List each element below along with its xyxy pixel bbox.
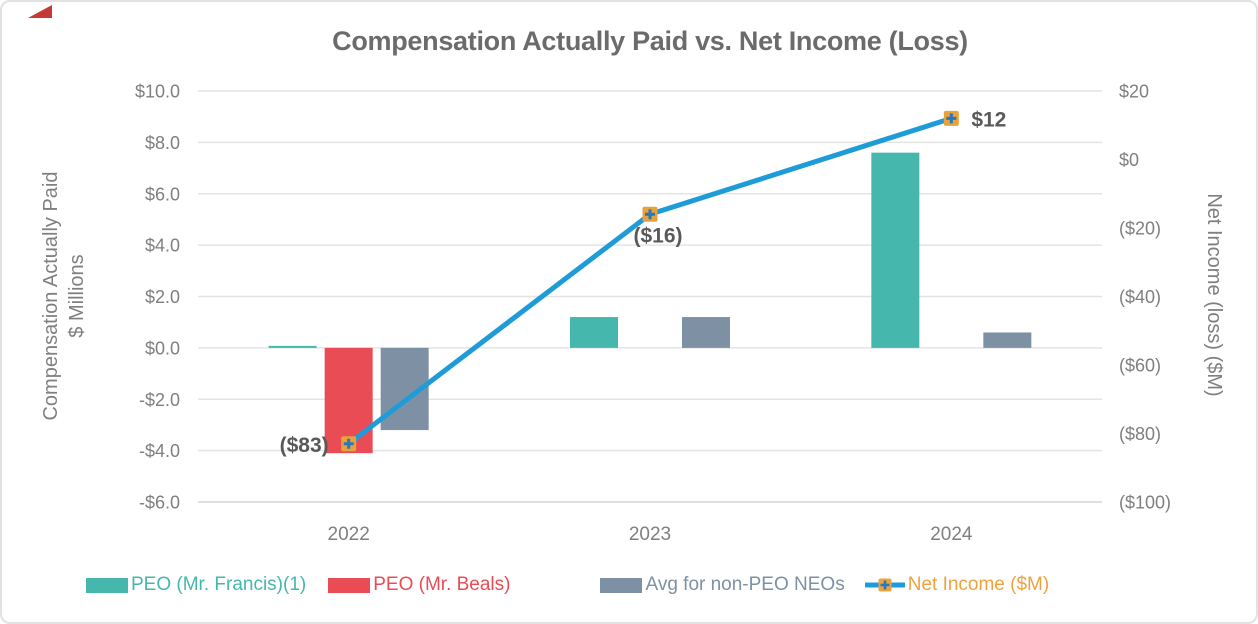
point-label: $12 (971, 108, 1006, 131)
left-axis-tick: $0.0 (145, 338, 180, 358)
point-label: ($83) (280, 434, 329, 457)
x-axis-label: 2022 (328, 524, 370, 545)
legend-item-net-income-m: Net Income ($M) (864, 574, 1050, 596)
left-axis-tick: -$6.0 (139, 493, 180, 513)
legend-item-avg-for-non-peo-neos: Avg for non-PEO NEOs (600, 574, 845, 596)
bar-avg-for-non-peo-neos (983, 332, 1032, 348)
legend-swatch (600, 577, 643, 593)
point-label: ($16) (633, 224, 682, 247)
right-axis-tick: $0 (1119, 150, 1139, 170)
right-axis-tick: ($40) (1119, 287, 1161, 307)
bar-peo-mr-francis-1 (871, 152, 920, 348)
right-axis-tick: ($60) (1119, 356, 1161, 376)
left-axis-tick: $10.0 (135, 82, 180, 102)
right-axis-tick: ($80) (1119, 424, 1161, 444)
chart-title: Compensation Actually Paid vs. Net Incom… (332, 26, 968, 56)
right-axis-tick: ($20) (1119, 219, 1161, 239)
corner-flag (28, 5, 52, 18)
left-axis-tick: -$4.0 (139, 441, 180, 461)
legend-swatch (86, 577, 128, 593)
left-axis-tick: $4.0 (145, 236, 180, 256)
bar-avg-for-non-peo-neos (682, 317, 730, 348)
x-axis-label: 2024 (930, 524, 973, 545)
left-axis-tick: $2.0 (145, 287, 180, 307)
right-axis-tick: $20 (1119, 82, 1149, 102)
left-axis-tick: -$2.0 (139, 390, 180, 410)
legend-label: Avg for non-PEO NEOs (645, 574, 845, 595)
legend-label: PEO (Mr. Beals) (373, 574, 511, 595)
bar-peo-mr-francis-1 (570, 317, 618, 348)
right-axis-tick: ($100) (1119, 493, 1171, 513)
legend-swatch (328, 577, 371, 593)
left-axis-tick: $6.0 (145, 184, 180, 204)
legend-label: Net Income ($M) (907, 574, 1050, 595)
legend-line-swatch-icon (864, 578, 905, 592)
net-income-line (346, 115, 954, 447)
legend-item-peo-mr-beals: PEO (Mr. Beals) (328, 574, 510, 596)
legend: PEO (Mr. Francis)(1) PEO (Mr. Beals) Avg f… (86, 571, 1049, 599)
x-axis-label: 2023 (629, 524, 671, 545)
legend-label: PEO (Mr. Francis)(1) (131, 574, 307, 595)
left-axis-tick: $8.0 (145, 133, 180, 153)
bar-peo-mr-beals (324, 347, 373, 454)
legend-item-peo-mr-francis-1: PEO (Mr. Francis)(1) (86, 574, 306, 596)
bar-peo-mr-francis-1 (268, 345, 317, 348)
